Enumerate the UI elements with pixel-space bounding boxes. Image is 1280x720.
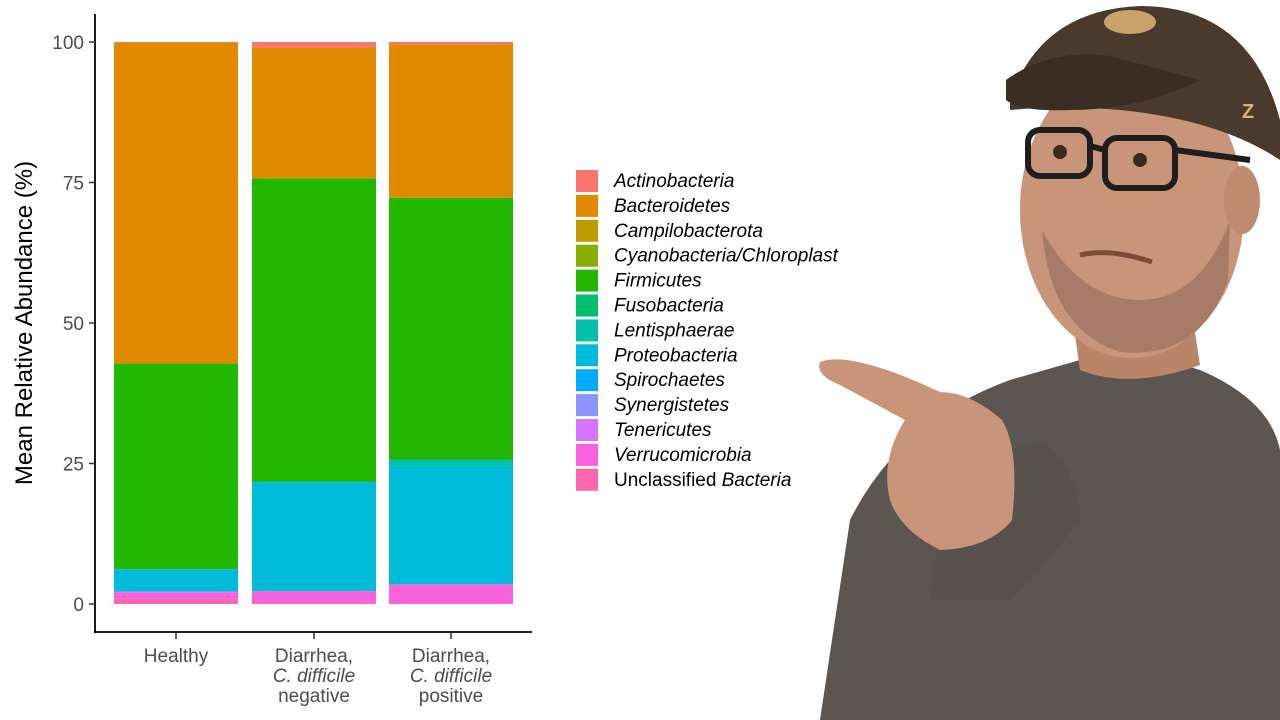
cap-letter: Z [1242, 101, 1254, 123]
x-tick-label: negative [278, 686, 350, 707]
bar-segment [252, 178, 376, 179]
y-ticks: 0 25 50 75 100 [52, 33, 95, 616]
x-tick-label: positive [419, 686, 483, 707]
bar-segment [114, 592, 238, 599]
bar-segment [114, 598, 238, 604]
bar-segment [114, 42, 238, 364]
legend-label: Tenericutes [614, 420, 712, 441]
legend-key [576, 468, 598, 491]
legend-label: Cyanobacteria/Chloroplast [614, 246, 839, 267]
x-tick-label: C. difficile [273, 666, 355, 687]
bar-segment [114, 569, 238, 592]
right-eye [1133, 153, 1147, 167]
left-eye [1053, 145, 1067, 159]
legend-key [576, 194, 598, 217]
pointing-hand [819, 359, 1015, 550]
y-tick-label: 25 [63, 455, 84, 476]
legend-key [576, 443, 598, 466]
legend-label: Firmicutes [614, 271, 702, 292]
legend-key [576, 170, 598, 192]
legend: Actinobacteria Bacteroidetes Campilobacter… [576, 170, 839, 491]
bar-segment [389, 197, 513, 460]
y-tick-label: 50 [63, 314, 84, 335]
legend-key [576, 369, 598, 392]
legend-key [576, 219, 598, 242]
legend-key [576, 244, 598, 267]
legend-label: Verrucomicrobia [614, 445, 752, 466]
glasses [1025, 127, 1251, 191]
bar-segment [252, 178, 376, 482]
bar-segment [114, 591, 238, 593]
bar-segment [389, 584, 513, 604]
mouth [1079, 250, 1153, 265]
legend-key [576, 319, 598, 342]
bars [114, 42, 513, 639]
bar-segment [252, 47, 376, 179]
ear [1224, 166, 1260, 234]
cap-brim [1006, 54, 1200, 111]
bar-segment [389, 466, 513, 585]
legend-label: Synergistetes [614, 395, 730, 416]
legend-label: Campilobacterota [614, 221, 763, 242]
y-tick-label: 100 [52, 33, 84, 54]
x-tick-label: Diarrhea, [412, 646, 490, 667]
legend-label: Lentisphaerae [614, 320, 734, 341]
beard [1042, 220, 1230, 353]
legend-key [576, 294, 598, 317]
bar-segment [389, 44, 513, 198]
x-tick-label: Healthy [144, 646, 209, 667]
legend-key [576, 419, 598, 441]
legend-key [576, 394, 598, 417]
bar-segment [389, 459, 513, 467]
y-axis-title: Mean Relative Abundance (%) [11, 161, 38, 485]
y-tick-label: 75 [63, 174, 84, 195]
bar-segment [252, 42, 376, 48]
bar-segment [114, 363, 238, 570]
bar-segment [389, 42, 513, 45]
bar-segment [252, 482, 376, 592]
bar-segment [252, 591, 376, 604]
legend-label: Actinobacteria [613, 171, 734, 192]
bar-segment [252, 603, 376, 604]
legend-label: Proteobacteria [614, 345, 738, 366]
bar-segment [114, 42, 238, 43]
cap-logo [1104, 10, 1156, 34]
x-tick-label: Diarrhea, [275, 646, 353, 667]
legend-label: Unclassified Bacteria [614, 470, 791, 491]
legend-key [576, 269, 598, 292]
x-category-labels: Healthy Diarrhea,C. difficilenegativeDiar… [144, 646, 492, 707]
x-tick-label: C. difficile [410, 666, 492, 687]
legend-label: Spirochaetes [614, 370, 725, 391]
presenter-photo: Z [819, 6, 1280, 720]
legend-key [576, 344, 598, 367]
legend-label: Fusobacteria [614, 296, 724, 317]
y-tick-label: 0 [73, 595, 84, 616]
legend-label: Bacteroidetes [614, 196, 731, 217]
bar-segment [252, 481, 376, 483]
